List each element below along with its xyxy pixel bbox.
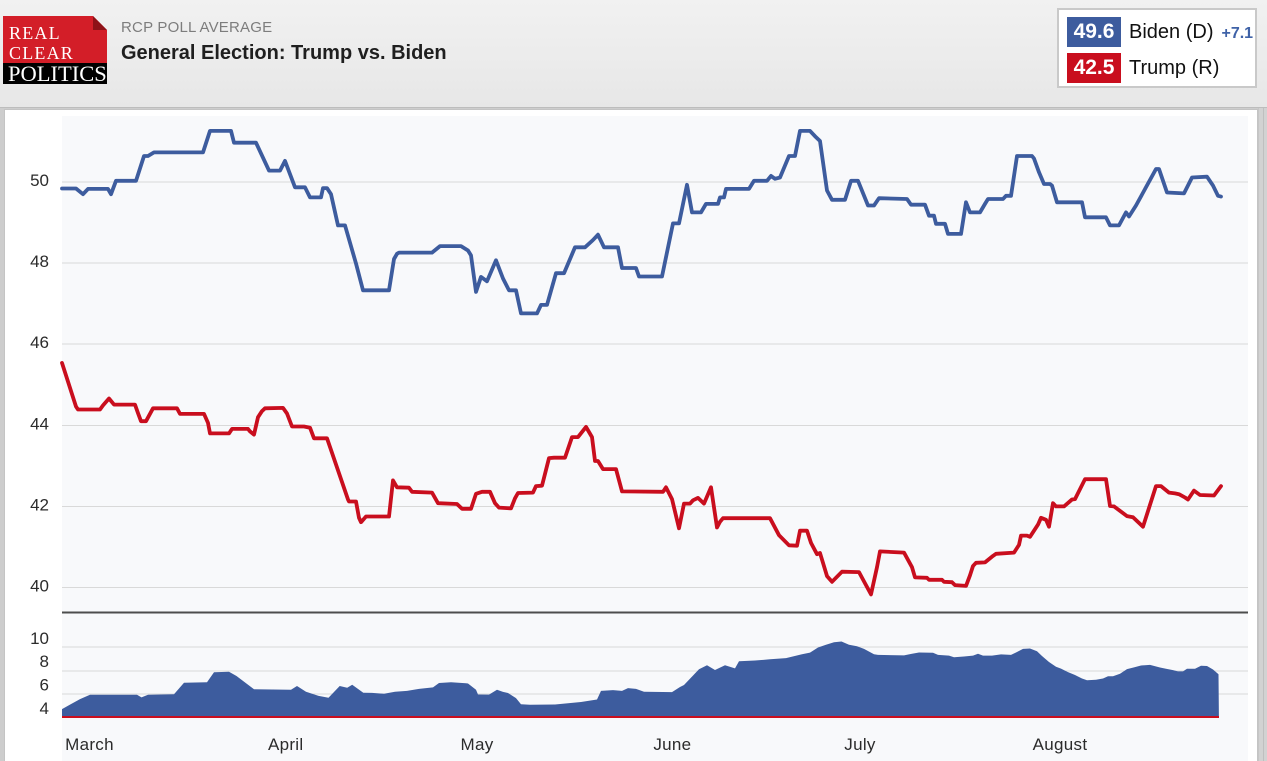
svg-text:May: May (460, 735, 493, 754)
svg-text:July: July (844, 735, 876, 754)
svg-text:August: August (1033, 735, 1088, 754)
svg-text:44: 44 (30, 414, 49, 433)
svg-text:8: 8 (40, 652, 49, 671)
svg-text:10: 10 (30, 629, 49, 648)
svg-text:6: 6 (40, 675, 49, 694)
svg-text:March: March (65, 735, 114, 754)
svg-text:4: 4 (40, 699, 49, 718)
svg-text:46: 46 (30, 333, 49, 352)
svg-text:50: 50 (30, 171, 49, 190)
svg-text:April: April (268, 735, 304, 754)
svg-text:42: 42 (30, 495, 49, 514)
svg-text:June: June (653, 735, 691, 754)
svg-text:40: 40 (30, 577, 49, 596)
svg-text:48: 48 (30, 252, 49, 271)
